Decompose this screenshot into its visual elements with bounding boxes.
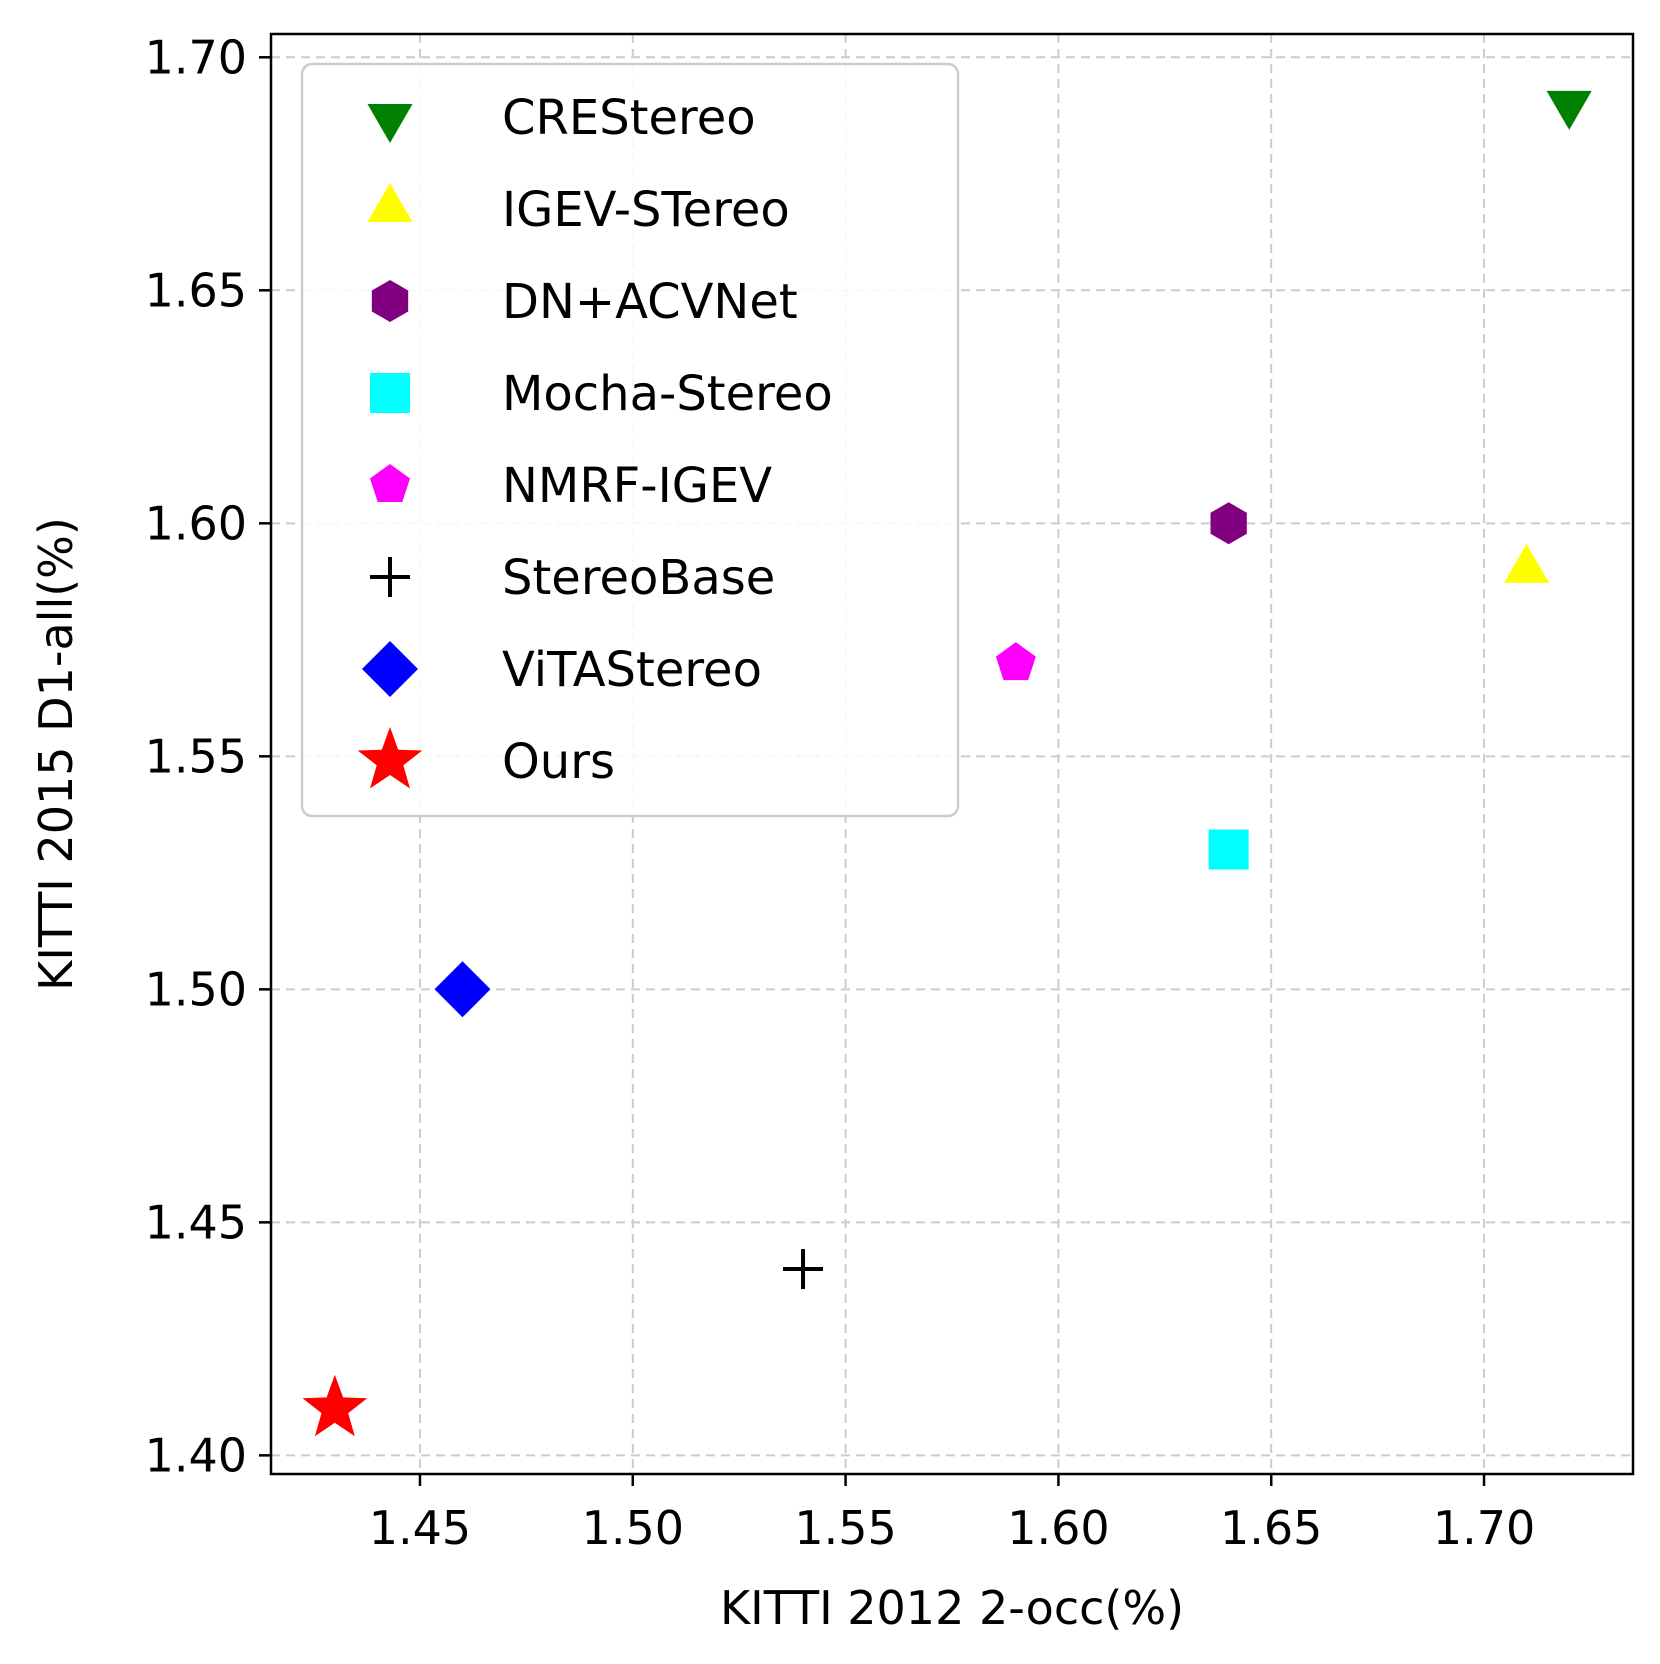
point-crestereo (1546, 90, 1592, 130)
point-vitastereo (434, 961, 491, 1018)
legend-marker-nmrf-igev (370, 464, 410, 502)
y-tick-label-1.60: 1.60 (145, 496, 247, 550)
plot-area-frame (269, 32, 1635, 1476)
legend-label-stereobase: StereoBase (502, 550, 775, 606)
point-stereobase (783, 1248, 824, 1289)
legend-item-mocha-stereo: Mocha-Stereo (370, 366, 833, 422)
legend-label-nmrf-igev: NMRF-IGEV (502, 458, 772, 514)
point-nmrf-igev (995, 642, 1036, 681)
x-axis-label: KITTI 2012 2-occ(%) (720, 1581, 1184, 1635)
y-tick-label-1.40: 1.40 (145, 1428, 247, 1482)
legend-label-crestereo: CREStereo (502, 90, 756, 146)
y-tick-label-1.50: 1.50 (145, 962, 247, 1016)
point-igev-stereo (1504, 543, 1550, 583)
legend-label-mocha-stereo: Mocha-Stereo (502, 366, 833, 422)
x-tick-label-1.45: 1.45 (369, 1501, 471, 1555)
point-mocha-stereo (1208, 829, 1249, 870)
legend-item-igev-stereo: IGEV-STereo (367, 182, 790, 238)
legend-item-vitastereo: ViTAStereo (362, 641, 762, 698)
x-tick-label-1.65: 1.65 (1220, 1501, 1322, 1555)
point-dn-acvnet (1210, 502, 1247, 545)
y-tick-label-1.55: 1.55 (145, 729, 247, 783)
legend-label-vitastereo: ViTAStereo (502, 642, 762, 698)
x-tick-label-1.50: 1.50 (582, 1501, 684, 1555)
x-tick-label-1.70: 1.70 (1433, 1501, 1535, 1555)
legend-item-crestereo: CREStereo (367, 90, 756, 146)
legend-label-ours: Ours (502, 734, 615, 790)
point-ours (302, 1374, 368, 1437)
legend-marker-dn-acvnet (371, 280, 409, 322)
y-tick-label-1.65: 1.65 (145, 263, 247, 317)
legend-item-dn-acvnet: DN+ACVNet (371, 274, 798, 330)
legend-item-stereobase: StereoBase (370, 550, 775, 606)
legend-item-ours: Ours (357, 727, 615, 790)
legend-box (300, 62, 960, 818)
legend-marker-mocha-stereo (370, 373, 410, 413)
y-tick-label-1.45: 1.45 (145, 1195, 247, 1249)
legend-marker-ours (357, 727, 423, 789)
legend-marker-igev-stereo (367, 183, 413, 222)
legend: CREStereo IGEV-STereo DN+ACVNet Mocha-Stere… (300, 62, 960, 818)
legend-label-dn-acvnet: DN+ACVNet (502, 274, 798, 330)
legend-marker-crestereo (367, 104, 413, 143)
x-tick-label-1.60: 1.60 (1007, 1501, 1109, 1555)
axis-ticks: 1.45 1.50 1.55 1.60 1.65 1.70 1.40 1.45 1.50 1.55… (145, 30, 1536, 1555)
legend-label-igev-stereo: IGEV-STereo (502, 182, 790, 238)
y-axis-label: KITTI 2015 D1-all(%) (29, 517, 83, 991)
legend-marker-stereobase (370, 557, 410, 597)
y-tick-label-1.70: 1.70 (145, 30, 247, 84)
x-tick-label-1.55: 1.55 (794, 1501, 896, 1555)
legend-item-nmrf-igev: NMRF-IGEV (370, 458, 772, 514)
data-points (302, 90, 1592, 1437)
legend-marker-vitastereo (362, 641, 418, 697)
